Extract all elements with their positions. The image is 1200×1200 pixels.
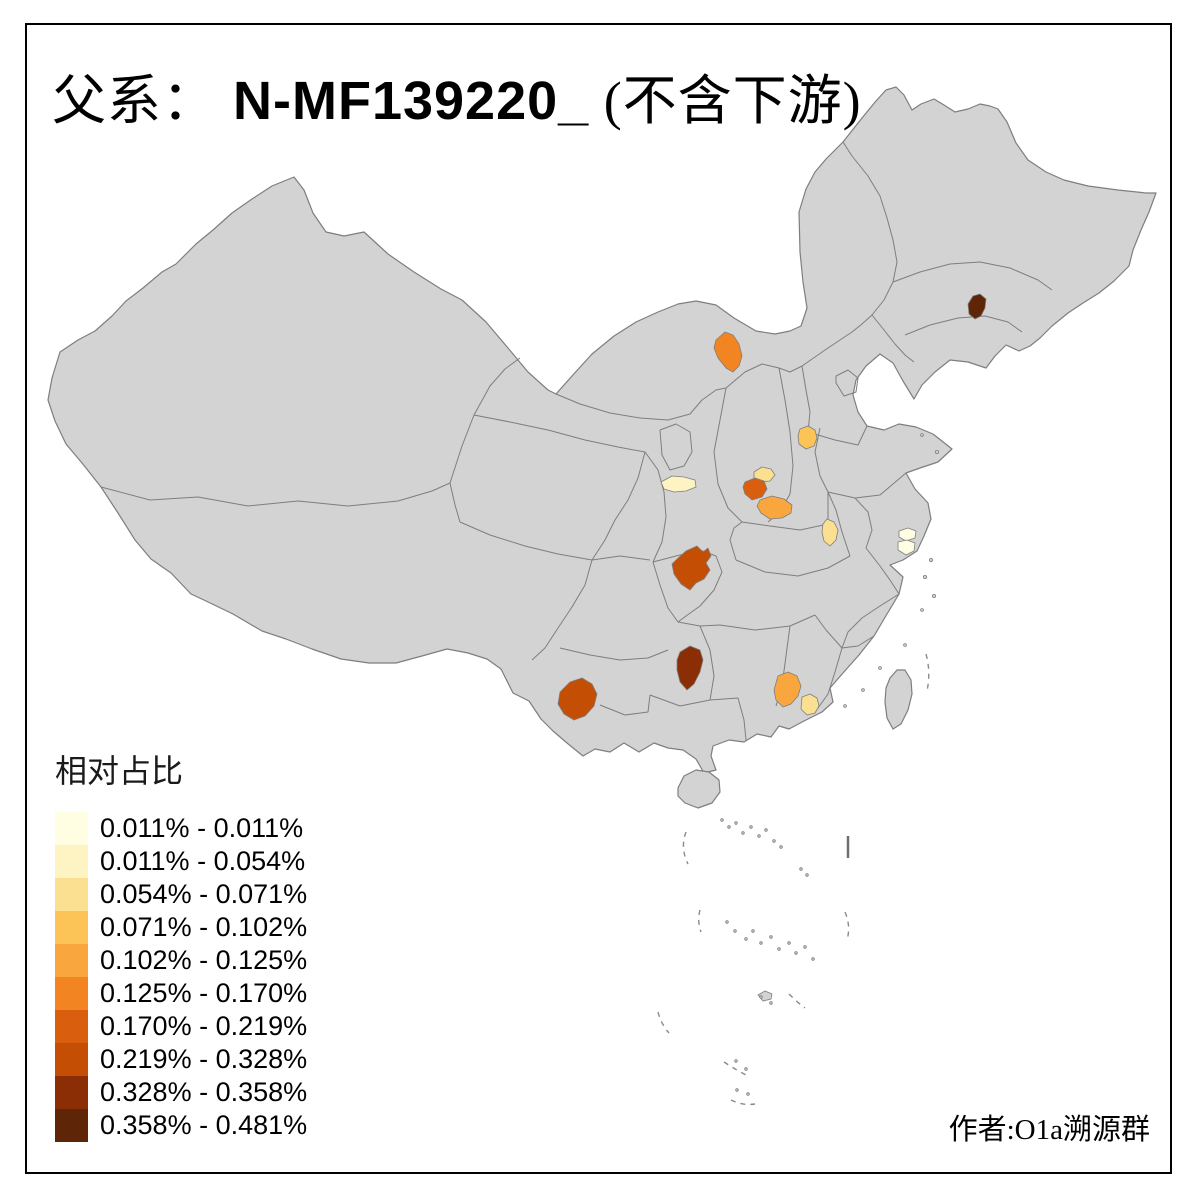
coastal-islands — [843, 433, 940, 708]
attribution: 作者:O1a溯源群 — [948, 1114, 1150, 1146]
legend-label: 0.054% - 0.071% — [100, 879, 308, 909]
highlighted-region — [773, 671, 802, 708]
legend-label: 0.219% - 0.328% — [100, 1044, 308, 1074]
hainan-island — [677, 769, 721, 809]
legend-label: 0.071% - 0.102% — [100, 912, 308, 942]
legend-label: 0.011% - 0.011% — [100, 813, 304, 843]
province-borders — [100, 141, 1053, 741]
highlighted-region — [967, 293, 987, 320]
legend-title: 相对占比 — [55, 753, 184, 789]
legend-label: 0.358% - 0.481% — [100, 1110, 308, 1140]
legend: 相对占比 0.011% - 0.011% 0.011% - 0.054% 0.0… — [55, 746, 307, 1142]
legend-label: 0.011% - 0.054% — [100, 846, 306, 876]
legend-row: 0.011% - 0.054% — [55, 845, 307, 878]
legend-row: 0.170% - 0.219% — [55, 1010, 307, 1043]
legend-swatch — [55, 845, 88, 878]
legend-swatch — [55, 878, 88, 911]
legend-row: 0.125% - 0.170% — [55, 977, 307, 1010]
legend-swatch — [55, 1109, 88, 1142]
china-mainland-outline — [47, 86, 1157, 774]
title-prefix: 父系： — [52, 71, 217, 131]
highlighted-region — [713, 331, 743, 373]
legend-swatch — [55, 944, 88, 977]
highlighted-region — [557, 677, 598, 721]
highlighted-region — [797, 425, 818, 450]
legend-label: 0.125% - 0.170% — [100, 978, 308, 1008]
highlighted-region — [898, 527, 917, 542]
legend-swatch — [55, 1043, 88, 1076]
legend-label: 0.102% - 0.125% — [100, 945, 308, 975]
highlighted-region — [800, 693, 820, 716]
legend-label: 0.170% - 0.219% — [100, 1011, 308, 1041]
highlighted-region — [821, 518, 839, 547]
highlighted-region — [742, 477, 768, 501]
legend-swatch — [55, 1076, 88, 1109]
legend-swatch — [55, 1010, 88, 1043]
legend-swatch — [55, 977, 88, 1010]
title-haplogroup: N-MF139220_ — [217, 71, 590, 131]
legend-row: 0.358% - 0.481% — [55, 1109, 307, 1142]
highlighted-region — [660, 475, 697, 493]
taiwan-island — [884, 669, 913, 730]
legend-row: 0.011% - 0.011% — [55, 812, 307, 845]
south-china-sea-islands — [720, 818, 815, 1096]
highlighted-region — [897, 539, 916, 556]
legend-row: 0.219% - 0.328% — [55, 1043, 307, 1076]
page-title: 父系： N-MF139220_ (不含下游) — [52, 56, 862, 135]
highlighted-region — [676, 645, 704, 691]
legend-row: 0.328% - 0.358% — [55, 1076, 307, 1109]
legend-row: 0.102% - 0.125% — [55, 944, 307, 977]
title-suffix: (不含下游) — [589, 71, 862, 131]
highlighted-region — [756, 495, 793, 520]
legend-swatch — [55, 911, 88, 944]
plot-frame — [25, 23, 1172, 1174]
highlighted-region — [671, 545, 712, 591]
legend-row: 0.071% - 0.102% — [55, 911, 307, 944]
legend-row: 0.054% - 0.071% — [55, 878, 307, 911]
sea-dashed-lines — [657, 653, 930, 1106]
legend-swatch — [55, 812, 88, 845]
legend-label: 0.328% - 0.358% — [100, 1077, 308, 1107]
